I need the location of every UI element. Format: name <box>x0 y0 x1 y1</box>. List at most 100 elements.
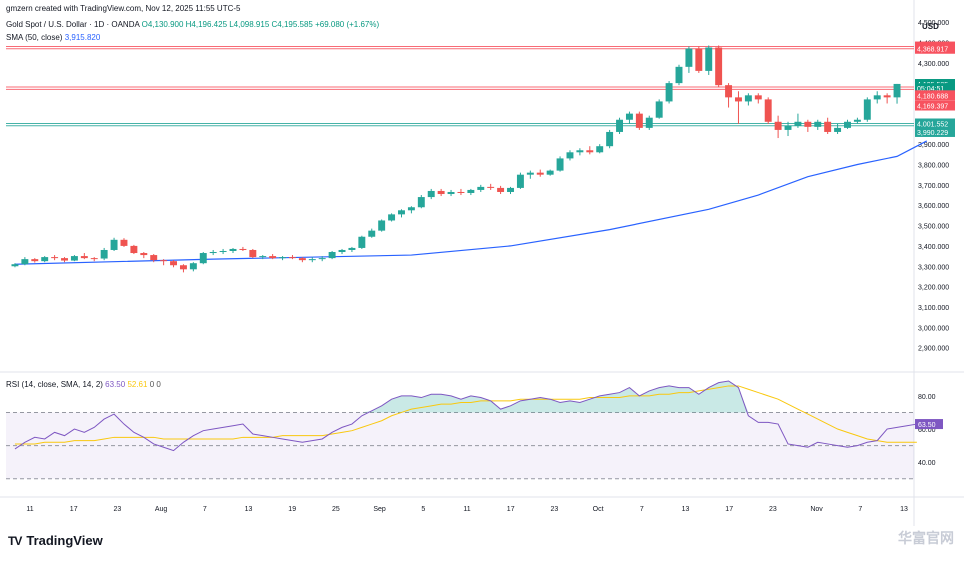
candle-down[interactable] <box>90 258 98 260</box>
candle-up[interactable] <box>844 121 851 128</box>
candle-up[interactable] <box>41 257 49 262</box>
candle-up[interactable] <box>189 263 197 270</box>
candle-up[interactable] <box>308 259 316 261</box>
candle-up[interactable] <box>11 264 19 267</box>
candle-up[interactable] <box>417 197 425 208</box>
candle-up[interactable] <box>665 83 673 102</box>
candle-down[interactable] <box>695 48 703 71</box>
candle-up[interactable] <box>467 189 475 193</box>
candle-down[interactable] <box>497 187 505 192</box>
tradingview-logo[interactable]: TV TradingView <box>8 533 103 548</box>
candle-up[interactable] <box>863 99 871 120</box>
candle-up[interactable] <box>625 113 633 120</box>
candle-down[interactable] <box>774 121 782 130</box>
candle-down[interactable] <box>140 253 148 256</box>
candle-up[interactable] <box>348 247 356 250</box>
tradingview-icon: TV <box>8 533 22 548</box>
candle-down[interactable] <box>160 260 168 262</box>
candle-up[interactable] <box>526 172 534 175</box>
candle-up[interactable] <box>318 258 326 260</box>
candle-up[interactable] <box>616 119 624 132</box>
candle-down[interactable] <box>715 47 723 86</box>
candle-up[interactable] <box>259 256 267 258</box>
candle-down[interactable] <box>725 85 733 98</box>
candle-up[interactable] <box>209 252 217 254</box>
candle-up[interactable] <box>407 207 415 211</box>
candle-down[interactable] <box>487 186 495 188</box>
candle-up[interactable] <box>338 249 346 253</box>
candle-down[interactable] <box>179 265 187 270</box>
candle-down[interactable] <box>288 257 296 259</box>
candle-down[interactable] <box>764 99 772 122</box>
candle-up[interactable] <box>70 256 78 261</box>
candle-down[interactable] <box>804 121 812 127</box>
candle-up[interactable] <box>853 119 861 122</box>
candle-up[interactable] <box>814 121 822 127</box>
candle-up[interactable] <box>358 236 366 248</box>
symbol-legend[interactable]: Gold Spot / U.S. Dollar · 1D · OANDA O4,… <box>6 20 379 29</box>
candle-up[interactable] <box>21 259 29 265</box>
candle-up[interactable] <box>328 252 336 259</box>
candle-up[interactable] <box>576 150 584 153</box>
candle-up[interactable] <box>566 152 574 159</box>
candle-down[interactable] <box>80 256 88 259</box>
candle-down[interactable] <box>734 97 742 102</box>
candle-down[interactable] <box>120 239 128 246</box>
time-tick-label: 13 <box>900 506 908 513</box>
candle-up[interactable] <box>705 47 713 71</box>
candle-up[interactable] <box>794 121 802 126</box>
candle-down[interactable] <box>249 249 257 258</box>
candle-up[interactable] <box>427 190 435 198</box>
candle-down[interactable] <box>754 95 762 100</box>
candle-up[interactable] <box>834 127 842 132</box>
candle-up[interactable] <box>675 66 683 84</box>
candle-up[interactable] <box>556 158 564 171</box>
candle-up[interactable] <box>368 230 376 237</box>
candle-up[interactable] <box>893 83 901 98</box>
candle-up[interactable] <box>279 257 287 259</box>
candle-up[interactable] <box>645 117 653 128</box>
candle-down[interactable] <box>298 258 306 261</box>
candle-up[interactable] <box>507 187 514 192</box>
candle-up[interactable] <box>398 210 405 215</box>
time-tick-label: Oct <box>593 506 604 513</box>
candle-up[interactable] <box>229 248 237 251</box>
candle-up[interactable] <box>219 250 227 253</box>
rsi-value-tag <box>915 419 943 430</box>
candle-down[interactable] <box>130 245 138 254</box>
candle-up[interactable] <box>447 191 455 195</box>
candle-up[interactable] <box>685 48 693 67</box>
candle-up[interactable] <box>655 101 663 118</box>
candle-down[interactable] <box>31 259 39 262</box>
candle-down[interactable] <box>635 113 643 128</box>
candle-down[interactable] <box>239 248 247 250</box>
candle-down[interactable] <box>150 255 158 261</box>
candle-up[interactable] <box>606 131 614 147</box>
symbol-title: Gold Spot / U.S. Dollar · 1D · OANDA <box>6 20 140 29</box>
candle-up[interactable] <box>873 95 881 100</box>
candle-up[interactable] <box>477 186 485 190</box>
candle-up[interactable] <box>110 239 118 250</box>
candle-up[interactable] <box>199 253 207 264</box>
candle-up[interactable] <box>378 220 386 231</box>
candle-up[interactable] <box>596 146 604 153</box>
candle-up[interactable] <box>784 125 792 130</box>
candle-up[interactable] <box>388 214 396 221</box>
time-tick-label: 17 <box>70 506 78 513</box>
candle-down[interactable] <box>536 172 544 175</box>
candle-up[interactable] <box>100 249 108 259</box>
candle-down[interactable] <box>61 258 68 261</box>
candle-down[interactable] <box>51 257 59 259</box>
candle-down[interactable] <box>457 191 465 193</box>
candle-up[interactable] <box>546 170 554 175</box>
candle-down[interactable] <box>883 95 891 98</box>
rsi-legend[interactable]: RSI (14, close, SMA, 14, 2) 63.50 52.61 … <box>6 380 161 389</box>
candle-down[interactable] <box>437 190 445 195</box>
candle-up[interactable] <box>516 174 524 188</box>
sma-legend[interactable]: SMA (50, close) 3,915.820 <box>6 33 100 42</box>
candle-up[interactable] <box>744 95 752 102</box>
candle-down[interactable] <box>586 150 594 153</box>
candle-down[interactable] <box>824 121 832 132</box>
candle-down[interactable] <box>170 261 178 266</box>
candle-down[interactable] <box>269 256 277 259</box>
